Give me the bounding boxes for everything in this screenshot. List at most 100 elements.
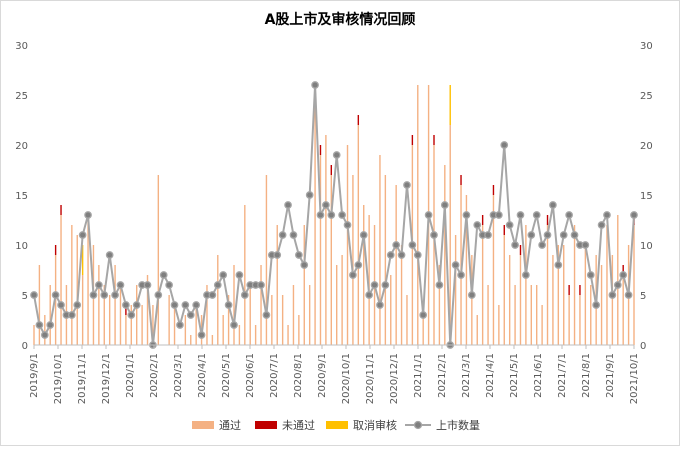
bar-passed: [368, 215, 370, 345]
bar-passed: [508, 255, 511, 345]
line-point-listed: [559, 231, 568, 239]
line-point-listed: [597, 221, 606, 229]
bar-passed: [552, 255, 554, 345]
line-point-listed: [527, 231, 536, 239]
bar-passed: [530, 285, 532, 345]
line-point-listed: [100, 291, 109, 299]
line-point-listed: [230, 321, 238, 329]
line-point-listed: [419, 311, 428, 319]
bar-passed: [152, 305, 154, 345]
line-point-listed: [122, 301, 130, 309]
y-tick-label-right: 5: [640, 291, 646, 302]
x-tick-label: 2021/2/1: [437, 353, 448, 398]
line-point-listed: [608, 291, 617, 299]
line-point-listed: [311, 81, 319, 89]
legend-swatch: [255, 421, 277, 429]
line-point-listed: [197, 331, 206, 339]
line-point-listed: [349, 271, 357, 279]
bar-passed: [563, 245, 565, 345]
line-point-listed: [554, 261, 563, 269]
bar-passed: [325, 135, 327, 345]
bar-passed: [271, 295, 273, 345]
bar-passed: [400, 245, 403, 345]
x-tick-label: 2021/6/1: [533, 353, 544, 398]
legend-label: 上市数量: [436, 418, 480, 432]
bar-passed: [444, 165, 446, 345]
line-point-listed: [332, 151, 341, 159]
x-tick-label: 2020/3/1: [173, 353, 184, 398]
line-point-listed: [219, 271, 228, 279]
line-point-listed: [381, 281, 390, 289]
y-tick-label-left: 10: [15, 241, 28, 252]
bar-passed: [546, 225, 549, 345]
bar-passed: [308, 285, 311, 345]
line-point-listed: [181, 301, 190, 309]
line-point-listed: [397, 251, 406, 259]
legend-swatch: [326, 421, 348, 429]
y-tick-label-left: 5: [22, 291, 28, 302]
bar-passed: [76, 235, 78, 345]
bar-passed: [44, 315, 46, 345]
bar-failed: [481, 215, 484, 225]
bar-cancelled: [449, 85, 451, 125]
line-point-listed: [505, 221, 514, 229]
line-point-listed: [511, 241, 519, 249]
bar-passed: [276, 225, 278, 345]
line-point-listed: [403, 181, 411, 189]
line-point-listed: [116, 281, 125, 289]
line-point-listed: [305, 191, 314, 199]
line-point-listed: [67, 311, 76, 319]
legend: 通过 未通过 取消审核 上市数量: [192, 418, 480, 432]
line-point-listed: [57, 301, 65, 309]
line-listed-count: [33, 84, 635, 346]
bar-passed: [287, 325, 289, 345]
line-point-listed: [619, 271, 628, 279]
line-series-group: [30, 81, 638, 349]
bar-passed: [541, 305, 543, 345]
bar-passed: [314, 105, 316, 345]
bar-passed: [119, 285, 122, 345]
legend-swatch-marker: [413, 420, 423, 430]
line-point-listed: [111, 291, 119, 299]
x-tick-label: 2019/11/1: [77, 353, 88, 404]
line-point-listed: [186, 311, 195, 319]
line-point-listed: [322, 201, 330, 209]
bar-failed: [519, 245, 522, 255]
bar-passed: [157, 175, 160, 345]
bar-passed: [590, 285, 592, 345]
bar-passed: [244, 205, 246, 345]
bar-passed: [514, 285, 516, 345]
line-point-listed: [40, 331, 49, 339]
bar-passed: [168, 295, 170, 345]
bar-passed: [476, 315, 478, 345]
bar-passed: [130, 305, 132, 345]
line-point-listed: [392, 241, 401, 249]
bar-passed: [206, 285, 208, 345]
line-point-listed: [343, 221, 352, 229]
bar-failed: [568, 285, 570, 295]
bar-passed: [33, 325, 35, 345]
bar-passed: [519, 255, 522, 345]
line-point-listed: [208, 291, 217, 299]
bar-passed: [573, 225, 576, 345]
line-point-listed: [451, 261, 460, 269]
line-point-listed: [603, 211, 611, 219]
bar-passed: [406, 295, 408, 345]
x-tick-label: 2021/4/1: [485, 353, 496, 398]
legend-label: 未通过: [282, 419, 315, 432]
x-tick-label: 2020/10/1: [341, 353, 352, 404]
x-tick-label: 2020/7/1: [269, 353, 280, 398]
line-point-listed: [89, 291, 98, 299]
x-tick-label: 2021/7/1: [557, 353, 568, 398]
bar-passed: [281, 295, 284, 345]
bar-failed: [54, 245, 57, 255]
bar-passed: [114, 265, 116, 345]
line-point-listed: [154, 291, 163, 299]
line-point-listed: [224, 301, 233, 309]
line-point-listed: [586, 271, 595, 279]
bar-passed: [330, 175, 332, 345]
bar-passed: [487, 285, 489, 345]
bar-failed: [460, 175, 462, 185]
bar-passed: [146, 275, 149, 345]
